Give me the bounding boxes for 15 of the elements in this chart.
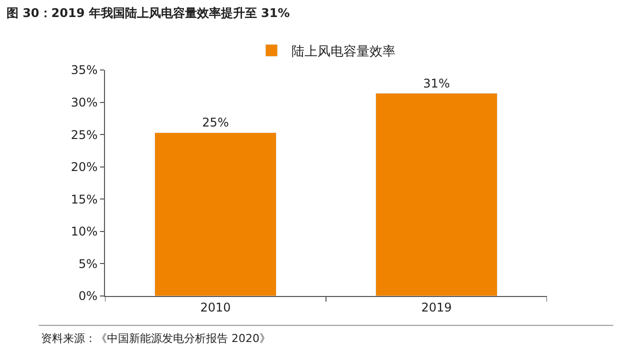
- x-tick-label: 2010: [200, 300, 231, 314]
- y-tick-label: 0%: [78, 289, 98, 304]
- data-label: 31%: [423, 76, 450, 90]
- text: 资料来源：《中国新能源发电分析报告 2020》: [41, 332, 270, 345]
- y-tick-label: 20%: [70, 160, 98, 174]
- x-tick-label: 2019: [421, 300, 452, 314]
- data-label: 25%: [202, 116, 229, 130]
- y-tick-label: 30%: [70, 95, 98, 110]
- chart-title: 图 30：2019 年我国陆上风电容量效率提升至 31%: [6, 6, 290, 20]
- y-tick-label: 35%: [70, 63, 98, 78]
- y-tick-label: 25%: [70, 128, 98, 142]
- legend-label: 陆上风电容量效率: [292, 44, 396, 60]
- y-tick-label: 10%: [70, 224, 98, 239]
- y-tick-label: 15%: [70, 192, 98, 206]
- y-tick-label: 5%: [78, 256, 98, 271]
